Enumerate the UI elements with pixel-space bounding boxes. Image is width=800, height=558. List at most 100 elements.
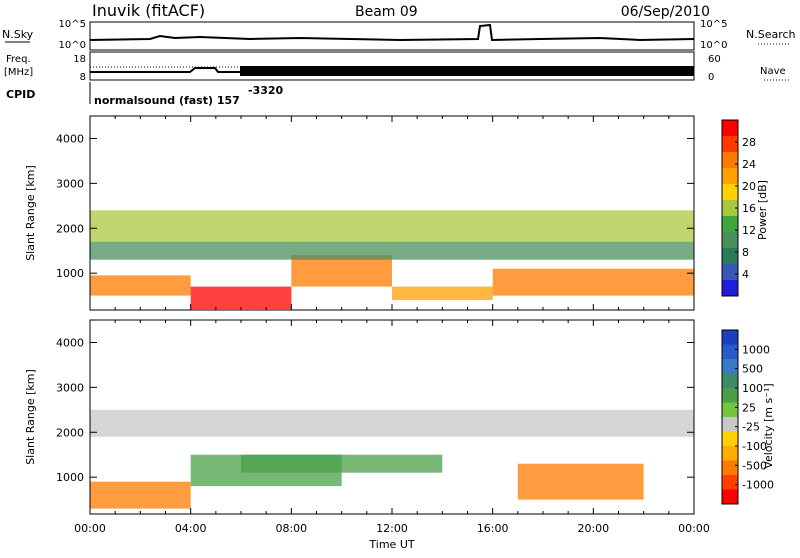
noise-tick-left-bottom: 10^0 xyxy=(59,40,86,51)
noise-tick-right-bottom: 10^0 xyxy=(700,40,727,51)
y-tick-label: 4000 xyxy=(56,336,84,349)
power-axes: 1000 2000 3000 4000 xyxy=(56,116,695,310)
colorbar-tick-label: -25 xyxy=(742,421,760,434)
colorbar-tick-label: 25 xyxy=(742,401,756,414)
x-tick-label: 12:00 xyxy=(376,522,408,535)
power-ylabel: Slant Range [km] xyxy=(24,165,37,261)
freq-label-1: Freq. xyxy=(6,54,31,65)
colorbar-swatch xyxy=(722,264,738,281)
heatmap-band xyxy=(241,454,443,473)
colorbar-tick-label: -100 xyxy=(742,440,767,453)
colorbar-tick-label: 20 xyxy=(742,180,756,193)
heatmap-band xyxy=(392,286,493,301)
freq-trace-dense xyxy=(240,66,694,76)
x-tick-label: 04:00 xyxy=(175,522,207,535)
colorbar-swatch xyxy=(722,388,738,403)
colorbar-swatch xyxy=(722,330,738,345)
freq-label-2: [MHz] xyxy=(4,67,33,78)
x-tick-label: 00:00 xyxy=(678,522,710,535)
heatmap-band xyxy=(517,463,644,500)
velocity-colorbar: 1000 500 100 25 -25 -100 -500 -1000 xyxy=(721,329,774,505)
y-tick-label: 3000 xyxy=(56,381,84,394)
station-title: Inuvik (fitACF) xyxy=(92,1,205,20)
velocity-axes: 1000 2000 3000 4000 xyxy=(56,320,695,514)
freq-tick-top: 18 xyxy=(73,54,86,65)
cpid-mode-text: normalsound (fast) 157 xyxy=(94,94,240,107)
velocity-ylabel: Slant Range [km] xyxy=(24,369,37,465)
heatmap-band xyxy=(190,286,292,310)
colorbar-tick-label: 28 xyxy=(742,136,756,149)
colorbar-swatch xyxy=(722,136,738,153)
x-tick-label: 00:00 xyxy=(74,522,106,535)
date-title: 06/Sep/2010 xyxy=(621,4,710,20)
heatmap-band xyxy=(90,409,694,437)
colorbar-swatch xyxy=(722,431,738,447)
colorbar-swatch xyxy=(722,248,738,265)
colorbar-swatch xyxy=(722,446,738,461)
noise-tick-left-top: 10^5 xyxy=(59,19,86,30)
colorbar-tick-label: 8 xyxy=(742,246,749,259)
y-tick-label: 3000 xyxy=(56,177,84,190)
colorbar-tick-label: 24 xyxy=(742,158,756,171)
heatmap-band xyxy=(90,210,694,242)
y-tick-label: 2000 xyxy=(56,222,84,235)
colorbar-swatch xyxy=(722,232,738,249)
heatmap-band xyxy=(492,268,694,296)
power-colorbar-label: Power [dB] xyxy=(756,180,769,240)
nave-tick-top: 60 xyxy=(708,54,721,65)
time-axis-labels: 00:00 04:00 08:00 12:00 16:00 20:00 00:00 xyxy=(74,522,710,535)
x-tick-label: 08:00 xyxy=(275,522,307,535)
beam-title: Beam 09 xyxy=(355,4,418,20)
freq-trace xyxy=(90,67,240,73)
colorbar-tick-label: 4 xyxy=(742,268,749,281)
cpid-value: -3320 xyxy=(248,84,284,97)
heatmap-band xyxy=(90,241,694,260)
y-tick-label: 1000 xyxy=(56,471,84,484)
colorbar-swatch xyxy=(722,216,738,233)
nave-label: Nave xyxy=(760,66,786,77)
noise-panel-frame xyxy=(89,21,695,51)
x-tick-label: 16:00 xyxy=(477,522,509,535)
colorbar-swatch xyxy=(722,200,738,217)
colorbar-tick-label: 500 xyxy=(742,363,763,376)
colorbar-swatch xyxy=(722,344,738,360)
velocity-heatmap-layer xyxy=(90,409,694,509)
colorbar-tick-label: 100 xyxy=(742,382,763,395)
colorbar-swatch xyxy=(722,489,738,505)
colorbar-swatch xyxy=(722,120,738,137)
colorbar-swatch xyxy=(722,168,738,185)
y-tick-label: 2000 xyxy=(56,426,84,439)
colorbar-swatch xyxy=(722,152,738,169)
nsearch-label: N.Search xyxy=(746,28,796,41)
colorbar-tick-label: -1000 xyxy=(742,479,774,492)
colorbar-tick-label: 1000 xyxy=(742,343,770,356)
colorbar-swatch xyxy=(722,417,738,432)
heatmap-band xyxy=(291,255,392,287)
x-tick-label: 20:00 xyxy=(577,522,609,535)
colorbar-swatch xyxy=(722,359,738,374)
colorbar-swatch xyxy=(722,475,738,490)
noise-tick-right-top: 10^5 xyxy=(700,19,727,30)
colorbar-tick-label: 16 xyxy=(742,202,756,215)
colorbar-swatch xyxy=(722,402,738,418)
heatmap-band xyxy=(90,481,191,509)
velocity-colorbar-label: Velocity [m s⁻¹] xyxy=(762,383,775,468)
colorbar-swatch xyxy=(722,460,738,476)
heatmap-band xyxy=(90,275,191,296)
freq-tick-bottom: 8 xyxy=(80,72,86,83)
nave-tick-bottom: 0 xyxy=(708,72,714,83)
colorbar-frame xyxy=(721,329,739,505)
noise-sky-trace xyxy=(89,23,695,42)
colorbar-tick-label: -500 xyxy=(742,459,767,472)
colorbar-tick-label: 12 xyxy=(742,224,756,237)
cpid-label: CPID xyxy=(6,88,35,101)
y-tick-label: 1000 xyxy=(56,267,84,280)
colorbar-swatch xyxy=(722,184,738,201)
colorbar-swatch xyxy=(722,373,738,389)
y-tick-label: 4000 xyxy=(56,132,84,145)
nsky-label: N.Sky xyxy=(2,28,34,41)
colorbar-swatch xyxy=(722,280,738,297)
power-heatmap-layer xyxy=(90,210,694,310)
